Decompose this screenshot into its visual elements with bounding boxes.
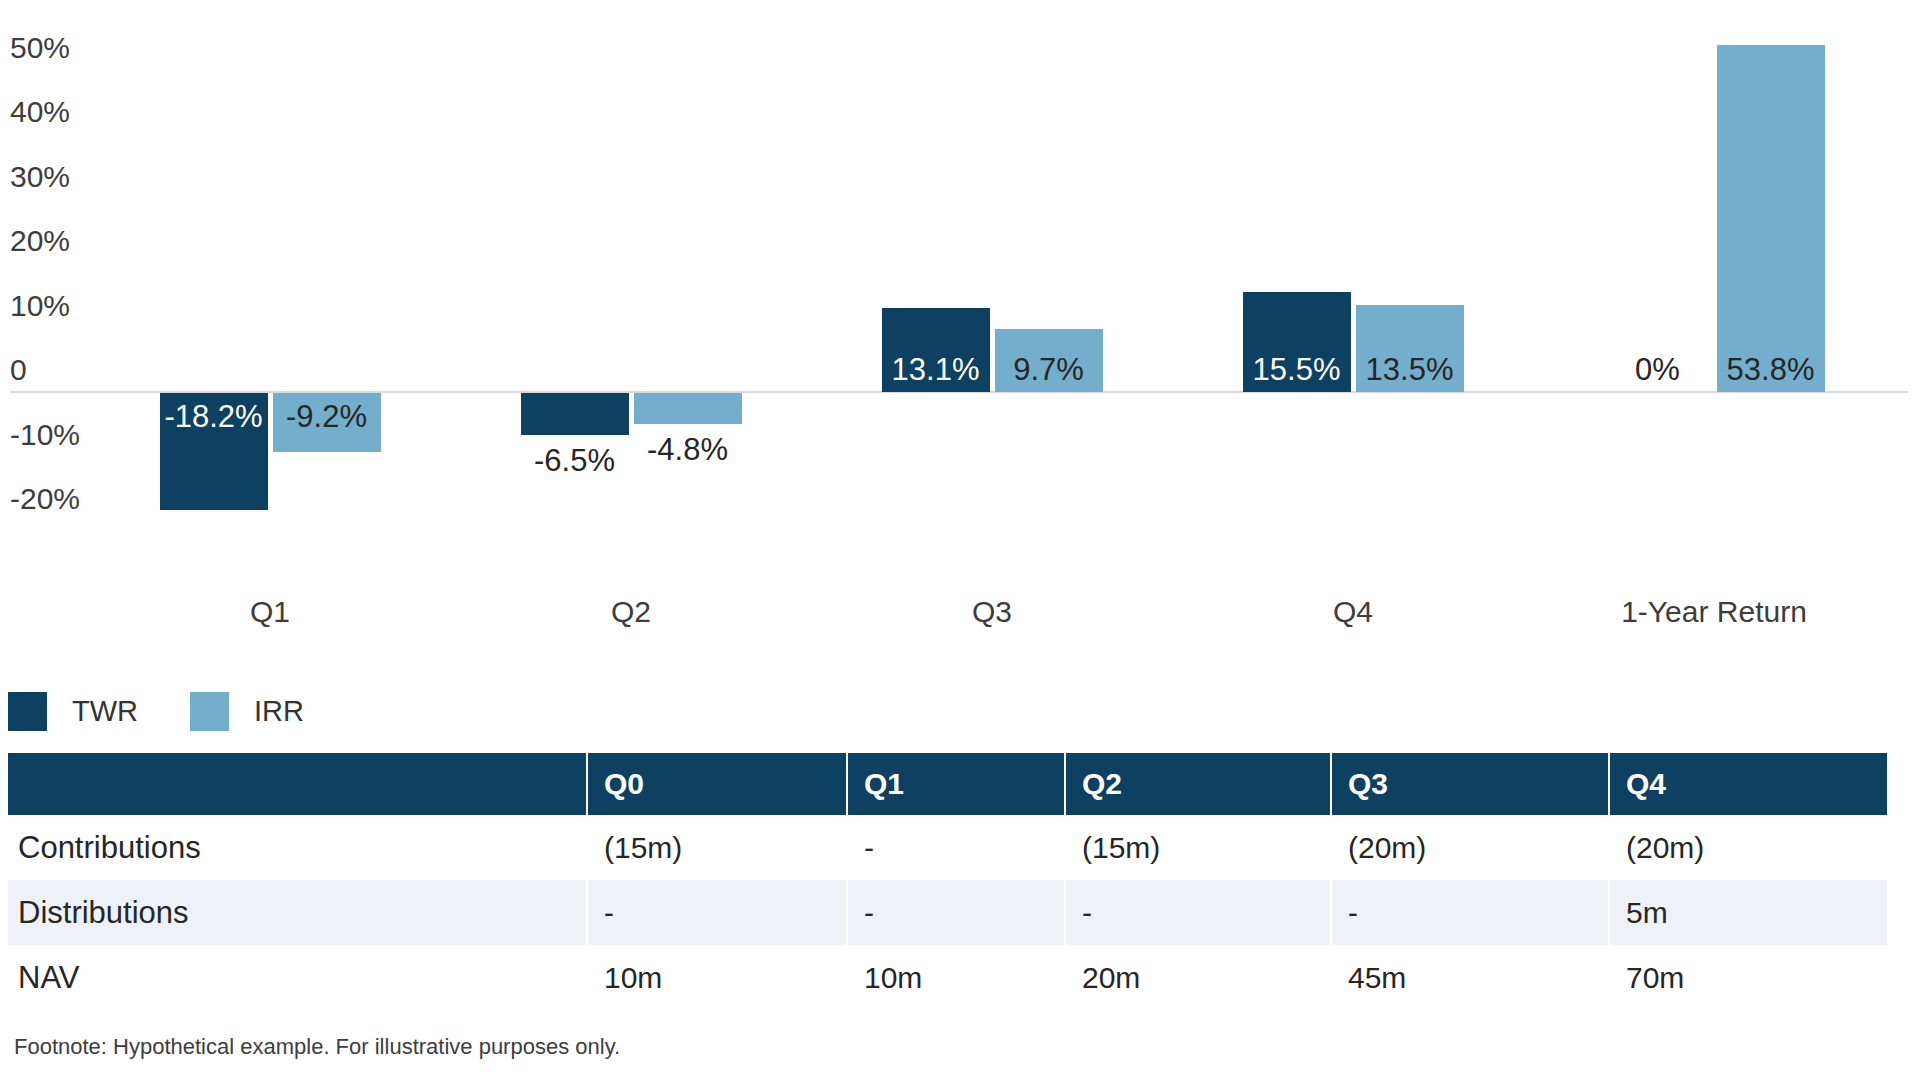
table-cell-contributions-q0: (15m)	[586, 815, 846, 880]
legend-swatch-irr	[190, 692, 229, 731]
bar-value-twr-q4: 15.5%	[1243, 352, 1351, 388]
bar-chart: 50% 40% 30% 20% 10% 0 -10% -20% -18.2% -6.5% 13.1…	[0, 0, 1924, 660]
legend-label-twr: TWR	[72, 692, 138, 731]
table-cell-nav-q4: 70m	[1608, 945, 1887, 1010]
legend-item-irr: IRR	[190, 692, 304, 731]
bar-value-twr-q3: 13.1%	[882, 352, 990, 388]
y-tick-20: -20%	[10, 483, 150, 515]
table-cell-contributions-q1: -	[846, 815, 1064, 880]
y-tick-10: 10%	[10, 290, 150, 322]
table-header-cell-q3: Q3	[1330, 753, 1608, 815]
table-cell-distributions-q0: -	[586, 880, 846, 945]
x-label-q1: Q1	[110, 594, 430, 630]
legend-swatch-twr	[8, 692, 47, 731]
table-cell-distributions-q3: -	[1330, 880, 1608, 945]
bar-irr-q2	[634, 393, 742, 424]
cashflow-table: Q0Q1Q2Q3Q4Contributions(15m)-(15m)(20m)(…	[8, 753, 1887, 1010]
table-row-label-distributions: Distributions	[8, 880, 586, 945]
table-cell-contributions-q2: (15m)	[1064, 815, 1330, 880]
y-tick-50: 50%	[10, 32, 150, 64]
legend-label-irr: IRR	[254, 692, 304, 731]
legend-item-twr: TWR	[8, 692, 138, 731]
table-cell-nav-q1: 10m	[846, 945, 1064, 1010]
table-cell-contributions-q3: (20m)	[1330, 815, 1608, 880]
table-header-cell-q1: Q1	[846, 753, 1064, 815]
bar-value-irr-1-year-return: 53.8%	[1717, 352, 1825, 388]
table-header-cell-q2: Q2	[1064, 753, 1330, 815]
x-label-q4: Q4	[1193, 594, 1513, 630]
bar-irr-1-year-return	[1717, 45, 1825, 392]
table-cell-nav-q2: 20m	[1064, 945, 1330, 1010]
chart-legend: TWR IRR	[8, 692, 356, 731]
bar-twr-q2	[521, 393, 629, 435]
table-cell-nav-q3: 45m	[1330, 945, 1608, 1010]
table-cell-contributions-q4: (20m)	[1608, 815, 1887, 880]
x-label-1-year-return: 1-Year Return	[1554, 594, 1874, 630]
y-tick-30: 30%	[10, 161, 150, 193]
bar-value-twr-1-year-return: 0%	[1604, 352, 1712, 388]
bar-value-twr-q2: -6.5%	[521, 443, 629, 479]
y-tick-10: -10%	[10, 419, 150, 451]
footnote: Footnote: Hypothetical example. For illu…	[14, 1034, 620, 1060]
y-tick-0: 0	[10, 354, 150, 386]
table-header-cell-q0: Q0	[586, 753, 846, 815]
x-label-q2: Q2	[471, 594, 791, 630]
table-cell-nav-q0: 10m	[586, 945, 846, 1010]
table-cell-distributions-q4: 5m	[1608, 880, 1887, 945]
table-header-cell-row-labels	[8, 753, 586, 815]
bar-value-twr-q1: -18.2%	[160, 399, 268, 435]
table-cell-distributions-q2: -	[1064, 880, 1330, 945]
bar-value-irr-q4: 13.5%	[1356, 352, 1464, 388]
table-cell-distributions-q1: -	[846, 880, 1064, 945]
table-row-label-nav: NAV	[8, 945, 586, 1010]
x-label-q3: Q3	[832, 594, 1152, 630]
table-row-label-contributions: Contributions	[8, 815, 586, 880]
y-tick-20: 20%	[10, 225, 150, 257]
table-header-cell-q4: Q4	[1608, 753, 1887, 815]
y-tick-40: 40%	[10, 96, 150, 128]
bar-value-irr-q3: 9.7%	[995, 352, 1103, 388]
bar-value-irr-q1: -9.2%	[273, 399, 381, 435]
bar-value-irr-q2: -4.8%	[634, 432, 742, 468]
